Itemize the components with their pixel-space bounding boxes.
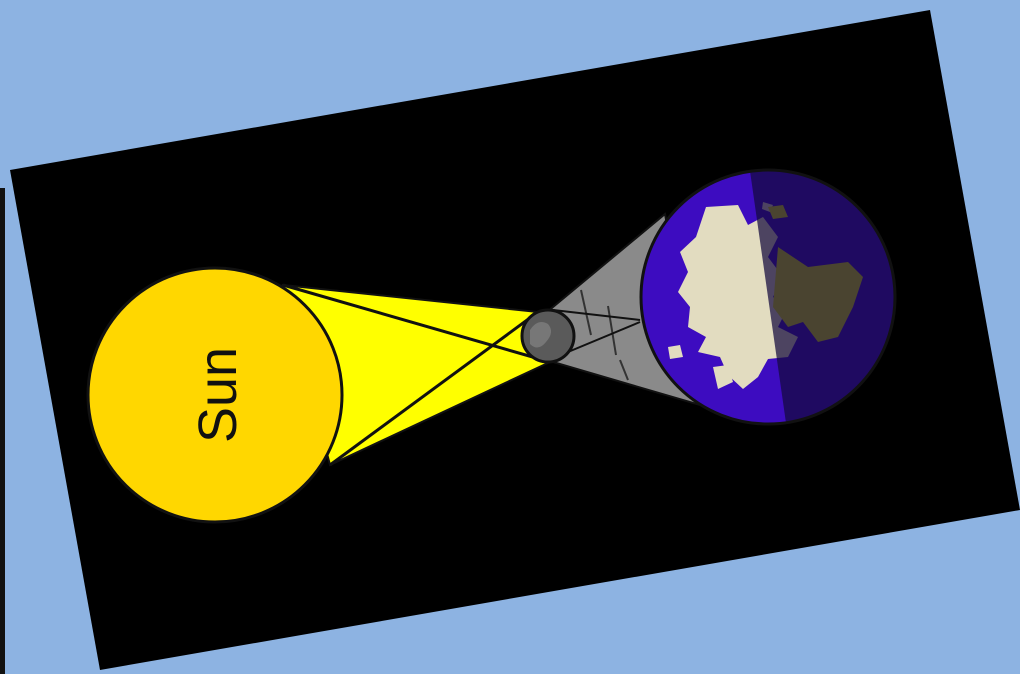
earth-land-night-island [768, 205, 788, 219]
shadow-hatch-line [619, 359, 629, 381]
shadow-hatch-line [607, 305, 617, 356]
sunlight-ray [282, 283, 551, 364]
umbra-edge-line [552, 309, 641, 321]
sunlight-ray [329, 310, 539, 467]
left-edge-bar [0, 188, 5, 674]
earth-land-island [713, 365, 733, 389]
shadow-hatch-line [580, 289, 592, 336]
earth-land-night [773, 247, 863, 342]
sun-label: Sun [188, 347, 248, 443]
sun [86, 266, 344, 524]
earth-land-island [668, 345, 683, 359]
moon-surface-detail [530, 322, 552, 348]
earth-outline [639, 168, 897, 426]
